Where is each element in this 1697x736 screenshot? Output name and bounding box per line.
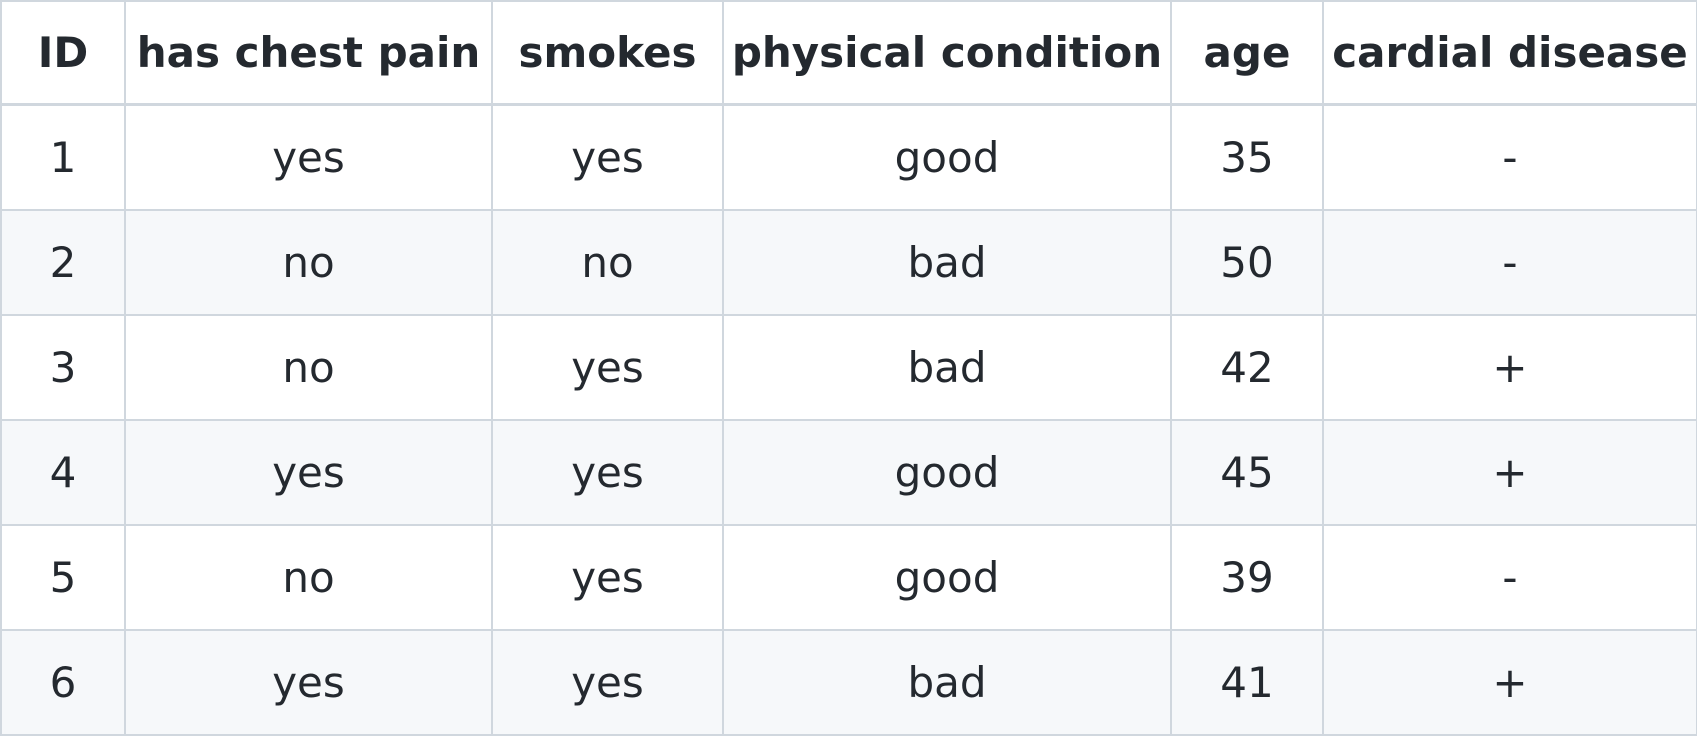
table-header: ID has chest pain smokes physical condit… — [0, 0, 1697, 106]
cell-smokes: yes — [491, 524, 724, 631]
cell-age: 42 — [1170, 314, 1324, 421]
header-has-chest-pain: has chest pain — [124, 0, 493, 106]
cell-has-chest-pain: no — [124, 314, 493, 421]
table-row: 1 yes yes good 35 - — [0, 103, 1697, 211]
table-body: 1 yes yes good 35 - 2 no no bad 50 - 3 n… — [0, 103, 1697, 736]
header-age: age — [1170, 0, 1324, 106]
cell-physical-condition: good — [722, 524, 1172, 631]
header-id: ID — [0, 0, 126, 106]
cell-cardial-disease: - — [1322, 103, 1697, 211]
cell-age: 50 — [1170, 209, 1324, 316]
cell-age: 41 — [1170, 629, 1324, 736]
cell-physical-condition: bad — [722, 314, 1172, 421]
table-row: 6 yes yes bad 41 + — [0, 629, 1697, 736]
cell-physical-condition: good — [722, 419, 1172, 526]
cell-cardial-disease: - — [1322, 524, 1697, 631]
cell-cardial-disease: + — [1322, 314, 1697, 421]
cell-age: 35 — [1170, 103, 1324, 211]
cell-smokes: no — [491, 209, 724, 316]
cell-id: 3 — [0, 314, 126, 421]
table-row: 5 no yes good 39 - — [0, 524, 1697, 631]
header-physical-condition: physical condition — [722, 0, 1172, 106]
cell-has-chest-pain: yes — [124, 629, 493, 736]
cell-has-chest-pain: no — [124, 524, 493, 631]
cell-id: 1 — [0, 103, 126, 211]
table-row: 3 no yes bad 42 + — [0, 314, 1697, 421]
cell-id: 2 — [0, 209, 126, 316]
cell-has-chest-pain: yes — [124, 103, 493, 211]
cell-id: 6 — [0, 629, 126, 736]
header-smokes: smokes — [491, 0, 724, 106]
cell-physical-condition: bad — [722, 629, 1172, 736]
cell-physical-condition: bad — [722, 209, 1172, 316]
table-row: 4 yes yes good 45 + — [0, 419, 1697, 526]
cell-smokes: yes — [491, 629, 724, 736]
cell-id: 5 — [0, 524, 126, 631]
cell-cardial-disease: - — [1322, 209, 1697, 316]
cell-physical-condition: good — [722, 103, 1172, 211]
cell-smokes: yes — [491, 103, 724, 211]
cell-id: 4 — [0, 419, 126, 526]
cell-has-chest-pain: no — [124, 209, 493, 316]
cell-smokes: yes — [491, 419, 724, 526]
cell-cardial-disease: + — [1322, 629, 1697, 736]
cell-has-chest-pain: yes — [124, 419, 493, 526]
cell-age: 45 — [1170, 419, 1324, 526]
header-row: ID has chest pain smokes physical condit… — [0, 0, 1697, 106]
table-row: 2 no no bad 50 - — [0, 209, 1697, 316]
cell-cardial-disease: + — [1322, 419, 1697, 526]
cell-age: 39 — [1170, 524, 1324, 631]
header-cardial-disease: cardial disease — [1322, 0, 1697, 106]
cell-smokes: yes — [491, 314, 724, 421]
